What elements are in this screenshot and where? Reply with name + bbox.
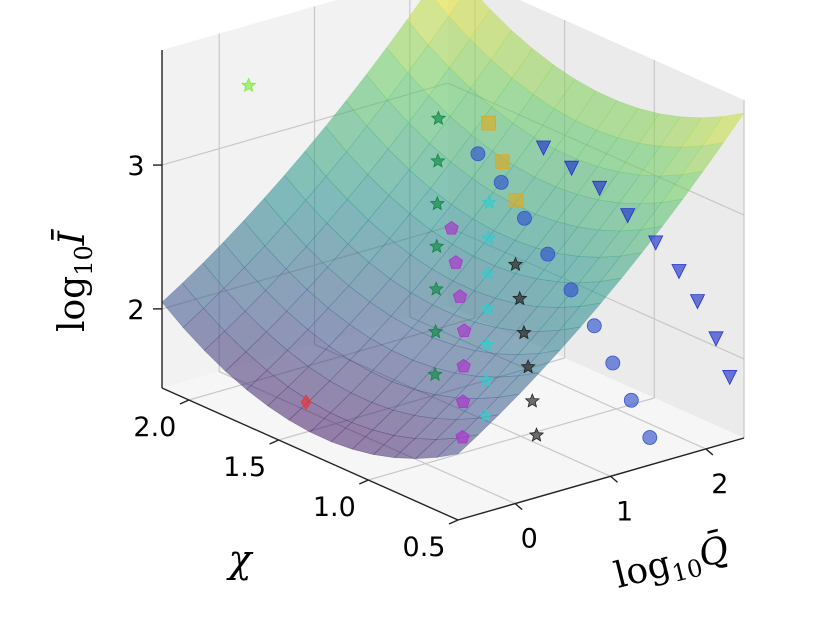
data-point-star <box>430 153 446 168</box>
data-point-star <box>429 195 445 211</box>
data-point-triangle-down <box>591 180 608 197</box>
data-point-square <box>481 115 496 131</box>
x-axis-line <box>457 437 745 521</box>
data-point-star <box>479 301 496 316</box>
data-point-star <box>427 323 444 339</box>
z-axis-label: log10Ī <box>52 228 98 332</box>
data-point-square <box>494 154 510 170</box>
data-point-star <box>429 238 445 254</box>
y-tick-mark <box>179 399 190 405</box>
data-point-star <box>520 358 536 374</box>
x-tick-mark <box>610 475 618 483</box>
data-point-pentagon <box>457 323 472 337</box>
data-point-triangle-down <box>708 331 724 347</box>
data-point-circle <box>517 210 532 226</box>
data-point-pentagon <box>452 289 468 303</box>
data-point-star <box>430 110 447 125</box>
data-point-star <box>528 427 545 442</box>
data-point-star <box>241 77 257 93</box>
y-tick-label: 0.5 <box>403 532 446 563</box>
x-tick-mark <box>514 503 523 511</box>
data-point-circle <box>623 392 639 408</box>
data-point-star <box>427 366 443 382</box>
data-point-star <box>512 290 528 306</box>
data-point-triangle-down <box>722 369 738 386</box>
y-tick-mark <box>269 439 279 445</box>
data-point-star <box>507 256 524 272</box>
data-point-pentagon <box>456 358 471 373</box>
data-point-pentagon <box>448 255 463 269</box>
surface-patch <box>701 112 745 147</box>
data-point-square <box>508 192 524 208</box>
x-tick-label: 1 <box>616 496 633 527</box>
y-axis-label: χ <box>225 537 253 581</box>
y-tick-label: 1.0 <box>313 492 356 523</box>
data-point-star <box>480 265 496 281</box>
data-point-diamond <box>300 394 312 410</box>
z-tick-label: 3 <box>127 151 144 182</box>
scatter-markers <box>241 77 738 445</box>
data-point-pentagon <box>455 394 471 408</box>
y-tick-label: 1.5 <box>223 452 266 483</box>
x-axis-label: log10Q̄ <box>610 527 734 601</box>
data-point-star <box>516 324 532 340</box>
grid-chi-floor <box>368 397 655 481</box>
data-point-star <box>481 194 497 210</box>
y-tick-mark <box>448 519 459 525</box>
data-point-star <box>478 372 494 387</box>
data-point-triangle-down <box>671 264 687 280</box>
data-point-circle <box>540 246 556 262</box>
data-point-triangle-down <box>563 160 580 177</box>
data-point-star <box>480 230 497 245</box>
data-point-circle <box>563 282 579 298</box>
data-point-triangle-down <box>535 140 552 156</box>
axes: 0 1 2 0.5 1.0 1.5 2.0 2 3 <box>127 50 745 563</box>
data-point-star <box>478 407 494 423</box>
z-tick-label: 2 <box>127 295 144 326</box>
x-tick-label: 0 <box>521 524 538 555</box>
data-point-star <box>479 336 495 352</box>
y-axis-line <box>161 387 459 521</box>
data-point-circle <box>586 318 602 334</box>
data-point-pentagon <box>455 429 470 444</box>
data-point-circle <box>642 430 658 445</box>
y-tick-label: 2.0 <box>133 412 176 443</box>
data-point-triangle-down <box>648 235 664 251</box>
data-point-circle <box>470 146 486 162</box>
x-tick-mark <box>705 448 714 456</box>
data-point-circle <box>605 355 621 371</box>
data-point-star <box>428 281 444 296</box>
data-point-pentagon <box>444 221 459 235</box>
data-point-triangle-down <box>620 208 636 224</box>
y-tick-mark <box>359 479 369 485</box>
data-point-star <box>524 393 541 408</box>
surface-patch <box>434 0 461 17</box>
x-tick-label: 2 <box>711 469 728 500</box>
data-point-triangle-down <box>689 294 706 310</box>
surface-patch <box>406 0 450 46</box>
data-point-circle <box>493 174 509 190</box>
